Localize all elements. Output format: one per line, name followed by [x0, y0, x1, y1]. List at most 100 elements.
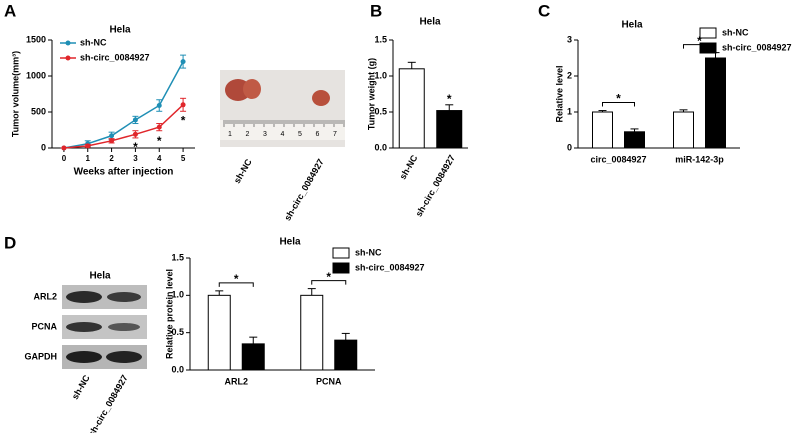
x-tick-label: sh-circ_0084927 [414, 153, 457, 218]
x-tick-label: sh-NC [398, 153, 420, 181]
panel-label: A [4, 1, 16, 20]
y-tick-label: 1.5 [374, 34, 387, 44]
x-tick-label: PCNA [316, 376, 342, 386]
annotation: * [326, 270, 331, 284]
point [180, 102, 186, 108]
bar [624, 131, 645, 149]
legend-label: sh-circ_0084927 [80, 52, 150, 62]
tumor-photo: 1 2 3 4 5 6 7 [220, 70, 345, 147]
legend-label: sh-circ_0084927 [722, 42, 792, 52]
significance-bracket [218, 282, 254, 287]
annotation: * [447, 92, 452, 106]
y-tick-label: 2 [567, 70, 572, 80]
blot-lane-label: sh-NC [70, 373, 92, 401]
legend-marker [65, 55, 71, 61]
ruler-number: 5 [298, 131, 302, 138]
y-axis-label: Relative level [554, 65, 564, 122]
bar [592, 111, 613, 149]
western-blot [62, 285, 147, 369]
bar [705, 57, 726, 149]
ruler-number: 6 [316, 131, 320, 138]
legend-swatch [332, 247, 350, 259]
point [180, 59, 186, 65]
y-axis-label: Tumor volume(mm³) [10, 51, 20, 137]
point [109, 138, 115, 144]
point [109, 133, 115, 139]
x-tick-label: 0 [62, 154, 67, 163]
panel-label: D [4, 233, 16, 252]
x-tick-label: 4 [157, 154, 162, 163]
significance-bracket [311, 280, 347, 285]
y-tick-label: 0 [567, 142, 572, 152]
ruler-number: 7 [333, 131, 337, 138]
y-tick-label: 1.0 [374, 70, 387, 80]
legend-label: sh-NC [80, 37, 107, 47]
y-tick-label: 1.5 [171, 252, 184, 262]
blot-row-label: ARL2 [33, 291, 57, 301]
y-axis-label: Relative protein level [164, 269, 174, 359]
x-tick-label: ARL2 [224, 376, 248, 386]
annotation: * [181, 113, 186, 127]
y-tick-label: 0.5 [171, 327, 184, 337]
panel-label: B [370, 1, 382, 20]
series-line [63, 61, 184, 149]
bar [241, 343, 265, 371]
y-tick-label: 1000 [26, 70, 46, 80]
x-tick-label: 2 [109, 154, 114, 163]
legend-swatch [699, 27, 717, 39]
blot-row-label: GAPDH [24, 351, 57, 361]
bar [398, 68, 425, 149]
y-axis-label: Tumor weight (g) [366, 58, 376, 130]
photo-label: sh-circ_0084927 [282, 157, 325, 222]
chart-title: Hela [279, 237, 301, 248]
legend-label: sh-NC [722, 27, 749, 37]
y-tick-label: 0 [41, 142, 46, 152]
annotation: * [697, 34, 702, 48]
legend-swatch [699, 42, 717, 54]
legend-swatch [332, 262, 350, 274]
panel-label: C [538, 1, 550, 20]
blot-title: Hela [89, 271, 111, 282]
x-tick-label: 5 [181, 154, 186, 163]
y-tick-label: 1 [567, 106, 572, 116]
y-tick-label: 0.0 [374, 142, 387, 152]
x-axis-label: Weeks after injection [74, 167, 174, 178]
point [85, 143, 91, 149]
point [132, 117, 138, 123]
chart-title: Hela [419, 17, 441, 28]
ruler-number: 2 [246, 131, 250, 138]
bar [334, 339, 358, 371]
annotation: * [157, 134, 162, 148]
ruler-number: 1 [228, 131, 232, 138]
x-tick-label: 3 [133, 154, 138, 163]
x-tick-label: circ_0084927 [590, 154, 646, 164]
y-tick-label: 500 [31, 106, 46, 116]
point [132, 131, 138, 137]
bar [436, 110, 463, 149]
annotation: * [616, 92, 621, 106]
y-tick-label: 1500 [26, 34, 46, 44]
annotation: * [234, 272, 239, 286]
chart-title: Hela [109, 25, 131, 36]
legend-label: sh-circ_0084927 [355, 262, 425, 272]
series-line [63, 104, 184, 149]
point [156, 124, 162, 130]
x-tick-label: 1 [86, 154, 91, 163]
photo-label: sh-NC [232, 157, 254, 185]
significance-bracket [602, 102, 635, 107]
y-tick-label: 1.0 [171, 290, 184, 300]
ruler-number: 3 [263, 131, 267, 138]
bar [300, 294, 324, 371]
bar [673, 111, 694, 149]
chart-title: Hela [621, 20, 643, 31]
legend-label: sh-NC [355, 247, 382, 257]
annotation: * [133, 140, 138, 154]
x-tick-label: miR-142-3p [675, 154, 724, 164]
blot-row-label: PCNA [31, 321, 57, 331]
y-tick-label: 3 [567, 34, 572, 44]
bar [207, 294, 231, 371]
point [156, 103, 162, 109]
legend-marker [65, 40, 71, 46]
ruler-number: 4 [281, 131, 285, 138]
